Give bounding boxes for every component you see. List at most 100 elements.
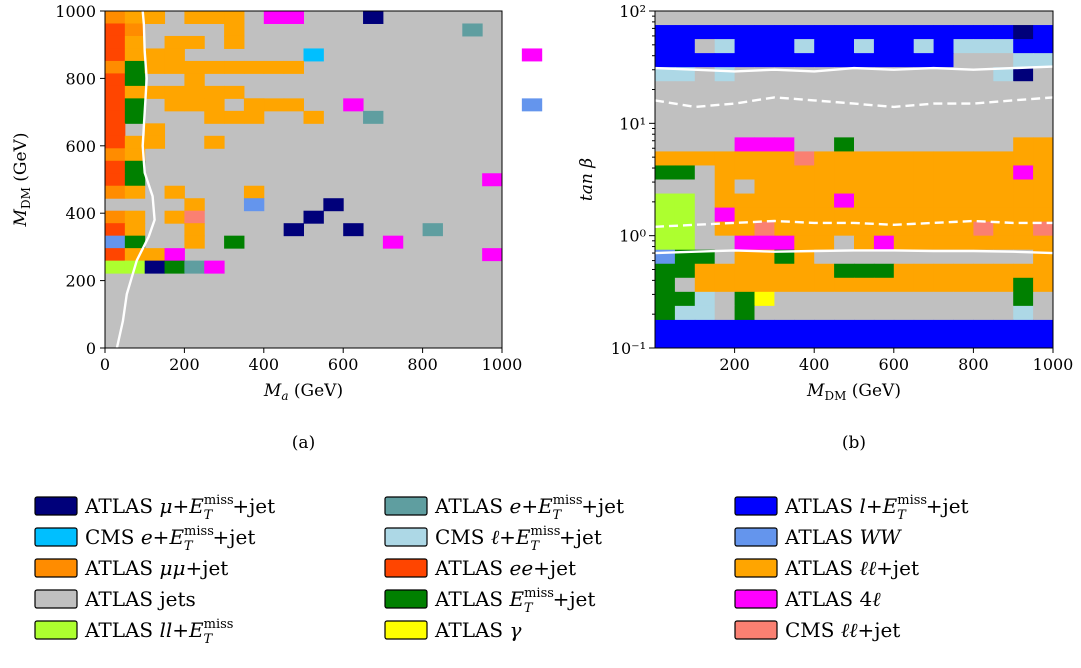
panel-b-cell bbox=[873, 179, 895, 195]
panel-a-cell-31 bbox=[243, 60, 265, 74]
panel-b-cell bbox=[754, 151, 775, 166]
panel-b-cell bbox=[1033, 277, 1054, 293]
panel-a-ytick-label: 0 bbox=[86, 339, 96, 358]
panel-b-cell bbox=[1013, 151, 1034, 166]
panel-b-cell bbox=[973, 81, 994, 96]
panel-b-cell bbox=[973, 165, 994, 180]
panel-b-cell bbox=[794, 165, 815, 180]
panel-b-cell bbox=[913, 67, 935, 82]
panel-b-cell bbox=[814, 333, 835, 349]
panel-a-cell-77 bbox=[164, 185, 185, 199]
panel-b-cell bbox=[754, 319, 775, 335]
panel-b-cell bbox=[774, 277, 795, 293]
panel-b-cell bbox=[854, 95, 875, 110]
panel-b-cell bbox=[734, 207, 755, 223]
panel-b-cell bbox=[794, 193, 815, 209]
legend-label-prefix: ATLAS bbox=[84, 618, 159, 642]
panel-b-cell bbox=[953, 25, 974, 40]
panel-b-cell bbox=[674, 305, 696, 321]
panel-a-cell-22 bbox=[303, 48, 324, 62]
legend-label-suffix: +jet bbox=[926, 494, 969, 518]
panel-a-cell-15 bbox=[164, 35, 185, 49]
legend-swatch-2 bbox=[384, 496, 428, 516]
legend-label-main: μμ bbox=[159, 556, 185, 580]
panel-b-cell bbox=[734, 109, 755, 124]
panel-a-cell-45 bbox=[124, 98, 146, 112]
panel-b-cell bbox=[794, 221, 815, 237]
panel-b-cell bbox=[714, 319, 736, 335]
panel-b-cell bbox=[734, 305, 755, 321]
panel-b-cell bbox=[814, 263, 835, 279]
panel-b-cell bbox=[973, 249, 994, 265]
panel-b-cell bbox=[933, 109, 954, 124]
panel-b-cell bbox=[1033, 193, 1054, 209]
panel-a-cell-7 bbox=[283, 11, 304, 24]
legend-label-main: ℓℓ bbox=[859, 556, 876, 580]
panel-b-cell bbox=[754, 25, 775, 40]
panel-a-cell-19 bbox=[124, 48, 146, 62]
panel-b-cell bbox=[933, 263, 954, 279]
panel-b-cell bbox=[993, 249, 1014, 265]
panel-b-cell bbox=[674, 333, 696, 349]
panel-b-cell bbox=[694, 249, 716, 265]
panel-b-cell bbox=[694, 277, 716, 293]
panel-b-cell bbox=[674, 39, 696, 54]
panel-a-cell-92 bbox=[422, 223, 443, 237]
panel-a-cell-83 bbox=[124, 210, 146, 224]
panel-b-cell bbox=[674, 11, 696, 26]
panel-b-cell bbox=[754, 165, 775, 180]
panel-b-cell bbox=[973, 53, 994, 68]
panel-b-cell bbox=[953, 109, 974, 124]
panel-b-cell bbox=[655, 193, 676, 209]
panel-b-cell bbox=[973, 333, 994, 349]
panel-b-cell bbox=[714, 53, 736, 68]
panel-b-cell bbox=[1033, 137, 1054, 152]
panel-b-cell bbox=[734, 137, 755, 152]
panel-b-cell bbox=[933, 193, 954, 209]
panel-a-cell-63 bbox=[144, 123, 166, 137]
panel-b-cell bbox=[754, 137, 775, 152]
panel-b-cell bbox=[774, 151, 795, 166]
panel-b-cell bbox=[953, 193, 974, 209]
panel-b-cell bbox=[953, 207, 974, 223]
panel-b-cell bbox=[953, 123, 974, 138]
legend-label-sup: miss bbox=[184, 524, 214, 539]
panel-b-cell bbox=[754, 221, 775, 237]
panel-b-cell bbox=[774, 319, 795, 335]
panel-a-cell-55 bbox=[105, 110, 126, 124]
panel-b-cell bbox=[1013, 123, 1034, 138]
panel-b-cell bbox=[794, 53, 815, 68]
panel-b-cell bbox=[893, 53, 915, 68]
panel-a-cell-107 bbox=[184, 260, 205, 274]
legend-label-11: ATLAS Emiss T +jet bbox=[434, 586, 595, 616]
panel-b-cell bbox=[873, 193, 895, 209]
panel-b-cell bbox=[933, 53, 954, 68]
panel-b-cell bbox=[655, 221, 676, 237]
legend-swatch-12 bbox=[734, 589, 778, 609]
legend-label-15: CMS ℓℓ+jet bbox=[785, 618, 900, 642]
panel-a-cell-9 bbox=[105, 23, 126, 37]
panel-b-ytick-label: 10¹ bbox=[619, 114, 646, 133]
panel-b-cell bbox=[873, 81, 895, 96]
panel-a-cell-106 bbox=[164, 260, 185, 274]
panel-b-cell bbox=[754, 235, 775, 251]
panel-b-cell bbox=[873, 263, 895, 279]
panel-b-cell bbox=[814, 109, 835, 124]
panel-b-cell bbox=[714, 11, 736, 26]
panel-b-cell bbox=[993, 193, 1014, 209]
panel-b-curve-3 bbox=[654, 249, 1054, 255]
legend-label-sup: miss bbox=[531, 524, 561, 539]
legend-label-main: ℓℓ bbox=[841, 618, 858, 642]
panel-b-cell bbox=[1033, 53, 1054, 68]
panel-b-cell bbox=[854, 333, 875, 349]
panel-b-cell bbox=[993, 263, 1014, 279]
panel-b-cell bbox=[834, 165, 855, 180]
panel-a-xtick-label: 0 bbox=[100, 355, 110, 374]
panel-b-cell bbox=[734, 53, 755, 68]
panel-b-cell bbox=[913, 151, 935, 166]
panel-b-cell bbox=[953, 67, 974, 82]
panel-b-cell bbox=[854, 305, 875, 321]
panel-b-cell bbox=[714, 165, 736, 180]
panel-b-cell bbox=[873, 39, 895, 54]
panel-b-cell bbox=[834, 67, 855, 82]
